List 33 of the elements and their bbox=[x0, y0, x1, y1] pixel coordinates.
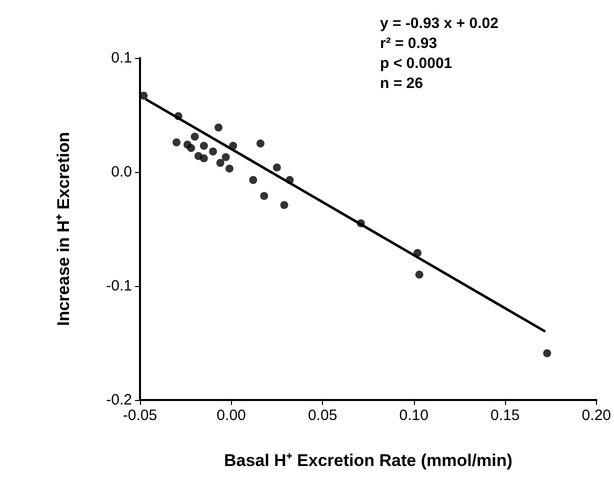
x-tick-label: 0.05 bbox=[308, 407, 338, 424]
point bbox=[209, 147, 218, 156]
point bbox=[200, 142, 208, 150]
point bbox=[225, 164, 234, 173]
point bbox=[280, 201, 288, 210]
point bbox=[249, 176, 258, 184]
point bbox=[260, 192, 268, 200]
y-axis-title: Increase in H⁺ Excretion bbox=[54, 132, 73, 326]
point bbox=[543, 349, 552, 358]
y-tick-label: 0.1 bbox=[111, 50, 132, 66]
text: r² = 0.93 bbox=[380, 35, 438, 52]
point bbox=[187, 144, 196, 152]
point bbox=[415, 270, 424, 279]
point bbox=[214, 124, 222, 132]
x-tick-label: -0.05 bbox=[122, 407, 158, 424]
point bbox=[222, 153, 230, 162]
annotation: n = 26 bbox=[380, 75, 423, 92]
point bbox=[200, 154, 208, 162]
point bbox=[172, 138, 181, 146]
x-tick-label: 0.00 bbox=[216, 407, 246, 424]
x-tick-label: 0.15 bbox=[490, 407, 520, 424]
point bbox=[216, 158, 224, 167]
text: y = -0.93 x + 0.02 bbox=[380, 15, 498, 32]
point bbox=[272, 163, 281, 172]
y-tick-label: -0.1 bbox=[106, 278, 132, 294]
x-axis-title: Basal H⁺ Excretion Rate (mmol/min) bbox=[224, 451, 512, 470]
point bbox=[256, 140, 264, 148]
point bbox=[190, 132, 199, 141]
y-tick-label: 0.0 bbox=[111, 164, 132, 180]
x-tick-label: 0.10 bbox=[399, 407, 428, 424]
x-tick-label: 0.20 bbox=[582, 407, 612, 424]
annotation: p < 0.0001 bbox=[380, 55, 452, 72]
y-tick-label: -0.2 bbox=[106, 392, 132, 408]
